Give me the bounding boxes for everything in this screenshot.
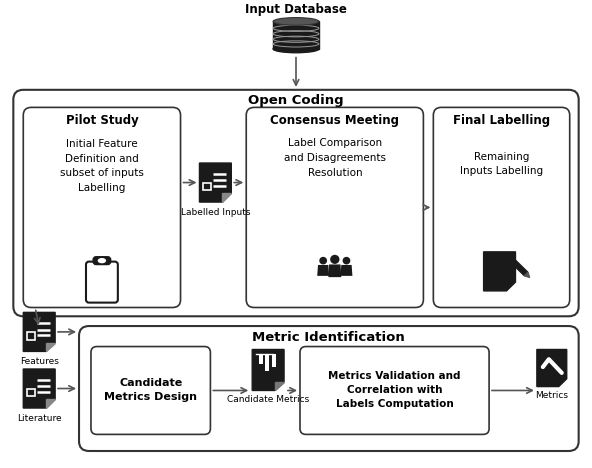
- Polygon shape: [252, 350, 284, 390]
- FancyBboxPatch shape: [300, 346, 489, 434]
- Polygon shape: [537, 350, 567, 387]
- Text: Open Coding: Open Coding: [248, 94, 344, 107]
- Circle shape: [343, 257, 350, 264]
- Polygon shape: [23, 369, 55, 408]
- Polygon shape: [525, 272, 530, 278]
- Text: Initial Feature
Definition and
subset of inputs
Labelling: Initial Feature Definition and subset of…: [60, 139, 144, 193]
- Bar: [204, 183, 211, 190]
- Bar: [272, 354, 276, 367]
- FancyBboxPatch shape: [23, 107, 181, 307]
- Text: Labelled Inputs: Labelled Inputs: [181, 208, 250, 217]
- Text: Candidate
Metrics Design: Candidate Metrics Design: [104, 379, 197, 402]
- Text: Input Database: Input Database: [245, 3, 347, 15]
- Polygon shape: [511, 260, 528, 276]
- Bar: [265, 354, 269, 371]
- Circle shape: [319, 257, 327, 264]
- Circle shape: [330, 255, 339, 264]
- FancyBboxPatch shape: [91, 346, 210, 434]
- Polygon shape: [484, 252, 516, 291]
- Bar: [27, 332, 36, 340]
- Text: Remaining
Inputs Labelling: Remaining Inputs Labelling: [460, 152, 543, 176]
- FancyBboxPatch shape: [14, 90, 578, 316]
- Text: Candidate Metrics: Candidate Metrics: [227, 395, 309, 404]
- Bar: [259, 354, 263, 364]
- Ellipse shape: [273, 18, 319, 25]
- FancyBboxPatch shape: [86, 262, 118, 303]
- Ellipse shape: [98, 259, 105, 263]
- Polygon shape: [329, 264, 341, 277]
- FancyBboxPatch shape: [433, 107, 570, 307]
- Polygon shape: [340, 265, 352, 276]
- Ellipse shape: [273, 45, 319, 53]
- Text: Metrics Validation and
Correlation with
Labels Computation: Metrics Validation and Correlation with …: [329, 372, 461, 410]
- Text: Consensus Meeting: Consensus Meeting: [271, 114, 400, 126]
- Polygon shape: [273, 22, 319, 49]
- Text: Metric Identification: Metric Identification: [252, 331, 405, 344]
- Polygon shape: [23, 312, 55, 351]
- Polygon shape: [46, 399, 55, 408]
- FancyBboxPatch shape: [79, 326, 578, 451]
- Text: Pilot Study: Pilot Study: [66, 114, 139, 126]
- Text: Label Comparison
and Disagreements
Resolution: Label Comparison and Disagreements Resol…: [284, 139, 386, 178]
- Polygon shape: [275, 382, 284, 390]
- Polygon shape: [200, 163, 231, 202]
- Bar: [27, 388, 36, 396]
- Polygon shape: [317, 265, 329, 276]
- Text: Final Labelling: Final Labelling: [453, 114, 550, 126]
- Polygon shape: [46, 343, 55, 351]
- Text: Metrics: Metrics: [535, 391, 568, 401]
- FancyBboxPatch shape: [93, 257, 111, 264]
- Polygon shape: [223, 193, 231, 202]
- Text: Features: Features: [20, 357, 59, 366]
- Text: Literature: Literature: [17, 414, 62, 423]
- FancyBboxPatch shape: [246, 107, 423, 307]
